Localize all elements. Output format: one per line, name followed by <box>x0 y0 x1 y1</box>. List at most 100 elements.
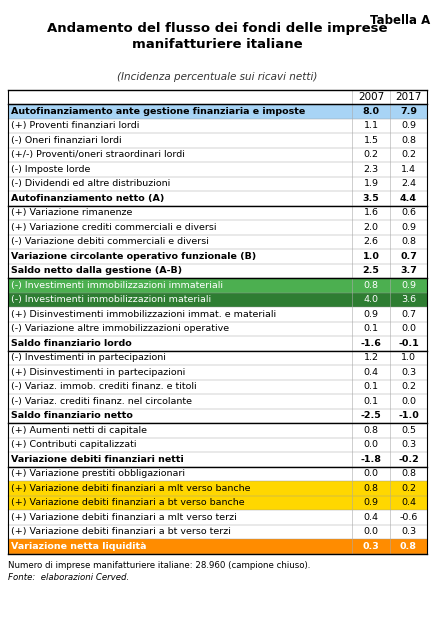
Text: 0.3: 0.3 <box>362 542 378 551</box>
Text: (-) Variaz. immob. crediti finanz. e titoli: (-) Variaz. immob. crediti finanz. e tit… <box>11 382 196 391</box>
Text: 0.0: 0.0 <box>400 397 415 406</box>
Text: (+) Variazione rimanenze: (+) Variazione rimanenze <box>11 208 132 217</box>
Text: (+) Variazione prestiti obbligazionari: (+) Variazione prestiti obbligazionari <box>11 469 184 478</box>
Text: 3.5: 3.5 <box>362 194 378 203</box>
Text: 8.0: 8.0 <box>362 107 378 116</box>
Text: 0.2: 0.2 <box>363 150 378 159</box>
Text: (+) Variazione debiti finanziari a bt verso banche: (+) Variazione debiti finanziari a bt ve… <box>11 498 244 507</box>
Text: -1.6: -1.6 <box>360 338 381 348</box>
Text: 3.7: 3.7 <box>399 266 416 275</box>
Bar <box>8 481 426 495</box>
Text: (-) Imposte lorde: (-) Imposte lorde <box>11 164 90 174</box>
Text: (-) Variazione altre immobilizzazioni operative: (-) Variazione altre immobilizzazioni op… <box>11 324 229 333</box>
Text: (Incidenza percentuale sui ricavi netti): (Incidenza percentuale sui ricavi netti) <box>117 72 316 82</box>
Text: 0.3: 0.3 <box>400 368 415 377</box>
Text: 4.4: 4.4 <box>399 194 416 203</box>
Text: (+) Proventi finanziari lordi: (+) Proventi finanziari lordi <box>11 121 139 130</box>
Text: Autofinanziamento netto (A): Autofinanziamento netto (A) <box>11 194 164 203</box>
Text: Saldo finanziario netto: Saldo finanziario netto <box>11 411 132 420</box>
Text: 0.2: 0.2 <box>400 150 415 159</box>
Text: 0.8: 0.8 <box>399 542 416 551</box>
Text: -1.0: -1.0 <box>397 411 418 420</box>
Text: 0.0: 0.0 <box>400 324 415 333</box>
Text: (+) Variazione debiti finanziari a mlt verso banche: (+) Variazione debiti finanziari a mlt v… <box>11 484 250 493</box>
Text: -0.2: -0.2 <box>397 455 418 464</box>
Text: 2.4: 2.4 <box>400 179 415 188</box>
Text: 0.8: 0.8 <box>400 469 415 478</box>
Text: 0.0: 0.0 <box>363 527 378 536</box>
Text: 1.2: 1.2 <box>363 353 378 362</box>
Text: 0.1: 0.1 <box>363 397 378 406</box>
Text: (-) Dividendi ed altre distribuzioni: (-) Dividendi ed altre distribuzioni <box>11 179 170 188</box>
Text: 2017: 2017 <box>395 92 421 102</box>
Text: 0.7: 0.7 <box>399 251 416 261</box>
Text: 0.3: 0.3 <box>400 527 415 536</box>
Text: (-) Oneri finanziari lordi: (-) Oneri finanziari lordi <box>11 136 122 145</box>
Text: Andamento del flusso dei fondi delle imprese
manifatturiere italiane: Andamento del flusso dei fondi delle imp… <box>46 22 386 51</box>
Text: 0.8: 0.8 <box>363 281 378 290</box>
Text: 0.5: 0.5 <box>400 425 415 435</box>
Text: Saldo netto dalla gestione (A-B): Saldo netto dalla gestione (A-B) <box>11 266 182 275</box>
Text: 2.3: 2.3 <box>362 164 378 174</box>
Text: 0.9: 0.9 <box>363 310 378 319</box>
Text: 1.4: 1.4 <box>400 164 415 174</box>
Text: (-) Variaz. crediti finanz. nel circolante: (-) Variaz. crediti finanz. nel circolan… <box>11 397 191 406</box>
Text: 2.6: 2.6 <box>363 237 378 246</box>
Text: (-) Investimenti immobilizzazioni immateriali: (-) Investimenti immobilizzazioni immate… <box>11 281 223 290</box>
Text: 0.8: 0.8 <box>400 237 415 246</box>
Text: 2.0: 2.0 <box>363 223 378 232</box>
Text: 4.0: 4.0 <box>363 295 378 304</box>
Text: (-) Investimenti in partecipazioni: (-) Investimenti in partecipazioni <box>11 353 165 362</box>
Text: 0.0: 0.0 <box>363 440 378 449</box>
Bar <box>8 104 426 119</box>
Text: 0.8: 0.8 <box>363 484 378 493</box>
Text: 0.1: 0.1 <box>363 382 378 391</box>
Text: 0.9: 0.9 <box>400 281 415 290</box>
Text: 0.4: 0.4 <box>400 498 415 507</box>
Bar <box>8 293 426 307</box>
Text: (-) Investimenti immobilizzazioni materiali: (-) Investimenti immobilizzazioni materi… <box>11 295 210 304</box>
Text: (+/-) Proventi/oneri straordinari lordi: (+/-) Proventi/oneri straordinari lordi <box>11 150 184 159</box>
Text: Autofinanziamento ante gestione finanziaria e imposte: Autofinanziamento ante gestione finanzia… <box>11 107 305 116</box>
Text: 7.9: 7.9 <box>399 107 416 116</box>
Text: (+) Variazione debiti finanziari a bt verso terzi: (+) Variazione debiti finanziari a bt ve… <box>11 527 230 536</box>
Text: 0.0: 0.0 <box>363 469 378 478</box>
Text: 2.5: 2.5 <box>362 266 378 275</box>
Text: (+) Disinvestimenti immobilizzazioni immat. e materiali: (+) Disinvestimenti immobilizzazioni imm… <box>11 310 276 319</box>
Text: 0.4: 0.4 <box>363 512 378 522</box>
Text: Numero di imprese manifatturiere italiane: 28.960 (campione chiuso).: Numero di imprese manifatturiere italian… <box>8 561 310 570</box>
Text: Variazione netta liquidità: Variazione netta liquidità <box>11 542 146 551</box>
Text: 0.2: 0.2 <box>400 484 415 493</box>
Bar <box>8 278 426 293</box>
Text: (+) Aumenti netti di capitale: (+) Aumenti netti di capitale <box>11 425 147 435</box>
Text: 1.6: 1.6 <box>363 208 378 217</box>
Text: Variazione debiti finanziari netti: Variazione debiti finanziari netti <box>11 455 183 464</box>
Text: Tabella A: Tabella A <box>369 14 429 27</box>
Text: -0.6: -0.6 <box>398 512 417 522</box>
Text: (+) Variazione crediti commerciali e diversi: (+) Variazione crediti commerciali e div… <box>11 223 216 232</box>
Text: 2007: 2007 <box>357 92 383 102</box>
Text: 0.9: 0.9 <box>400 223 415 232</box>
Text: (+) Contributi capitalizzati: (+) Contributi capitalizzati <box>11 440 136 449</box>
Text: (-) Variazione debiti commerciali e diversi: (-) Variazione debiti commerciali e dive… <box>11 237 208 246</box>
Text: 0.2: 0.2 <box>400 382 415 391</box>
Text: 0.6: 0.6 <box>400 208 415 217</box>
Text: Variazione circolante operativo funzionale (B): Variazione circolante operativo funziona… <box>11 251 256 261</box>
Text: Fonte:  elaborazioni Cerved.: Fonte: elaborazioni Cerved. <box>8 573 129 582</box>
Text: 1.0: 1.0 <box>362 251 378 261</box>
Text: 1.9: 1.9 <box>363 179 378 188</box>
Text: (+) Disinvestimenti in partecipazioni: (+) Disinvestimenti in partecipazioni <box>11 368 185 377</box>
Text: 1.1: 1.1 <box>363 121 378 130</box>
Text: -1.8: -1.8 <box>360 455 381 464</box>
Text: 0.8: 0.8 <box>363 425 378 435</box>
Text: 0.7: 0.7 <box>400 310 415 319</box>
Text: 3.6: 3.6 <box>400 295 415 304</box>
Text: 0.9: 0.9 <box>363 498 378 507</box>
Text: Saldo finanziario lordo: Saldo finanziario lordo <box>11 338 132 348</box>
Text: 0.3: 0.3 <box>400 440 415 449</box>
Text: 0.1: 0.1 <box>363 324 378 333</box>
Bar <box>8 539 426 554</box>
Text: 0.4: 0.4 <box>363 368 378 377</box>
Text: (+) Variazione debiti finanziari a mlt verso terzi: (+) Variazione debiti finanziari a mlt v… <box>11 512 236 522</box>
Text: -0.1: -0.1 <box>397 338 418 348</box>
